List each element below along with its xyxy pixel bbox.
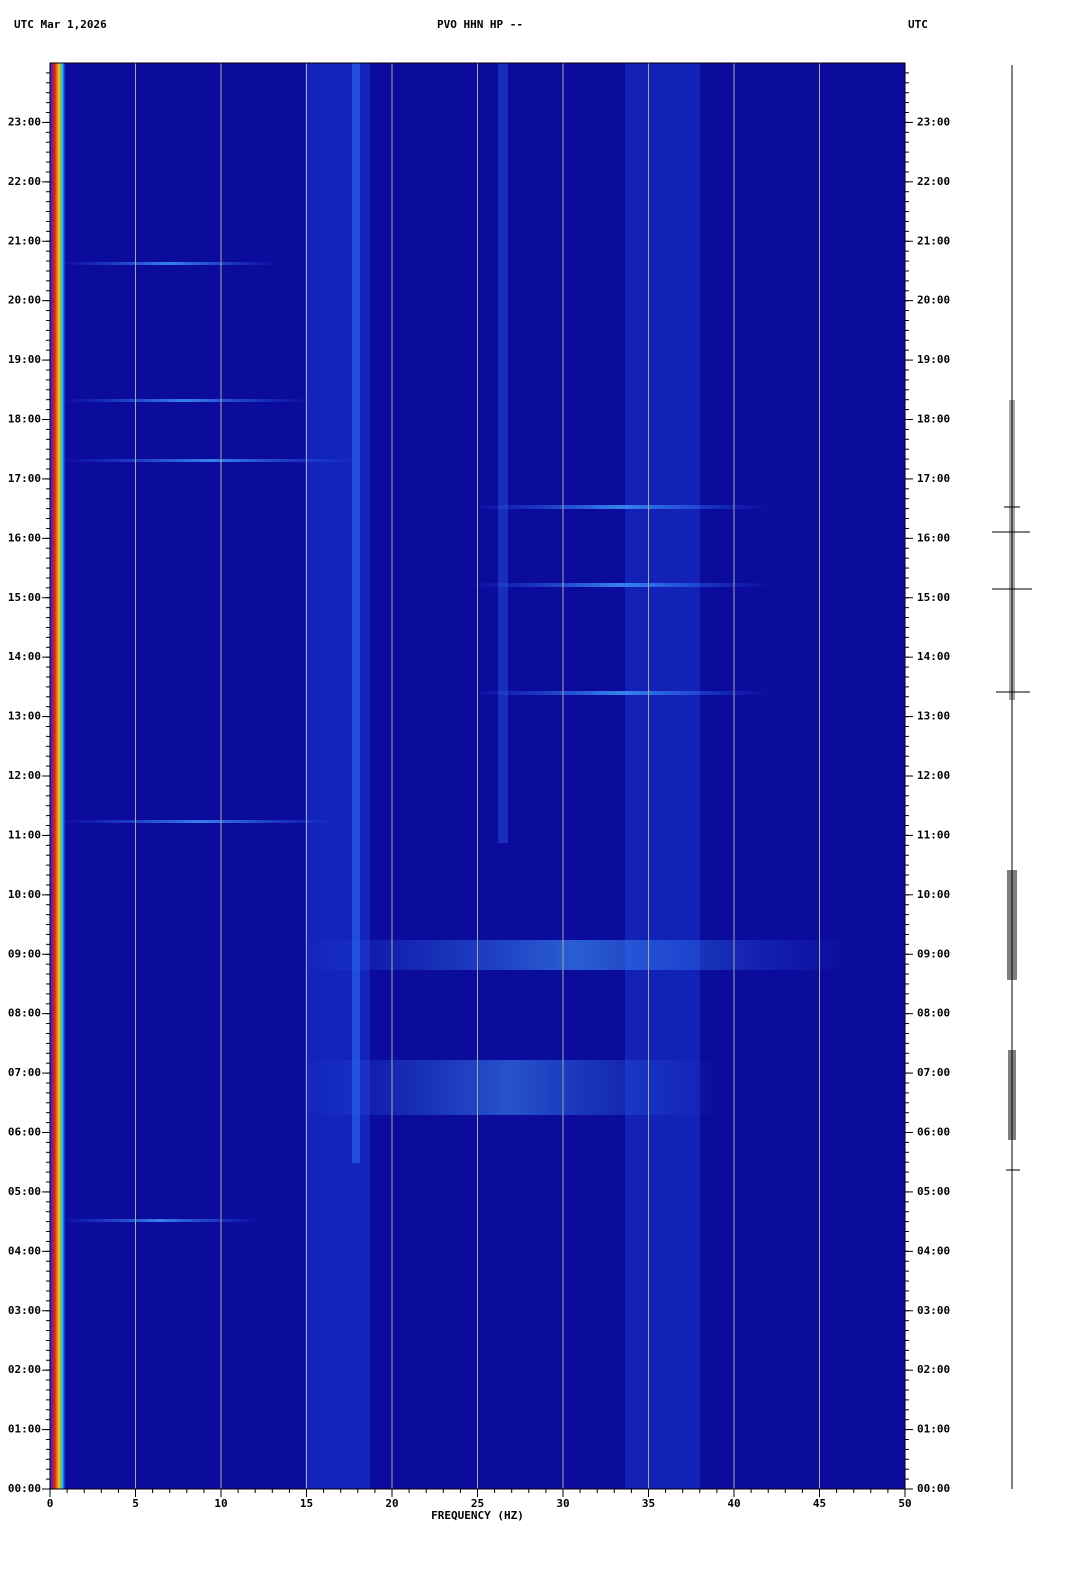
y-tick-label: 15:00 <box>8 591 41 604</box>
x-axis-label: FREQUENCY (HZ) <box>431 1509 524 1522</box>
x-tick-label: 20 <box>385 1497 398 1510</box>
y-tick-label: 12:00 <box>8 769 41 782</box>
y-tick-label: 04:00 <box>8 1244 41 1257</box>
y-tick-label-right: 18:00 <box>917 413 950 426</box>
y-tick-label-right: 08:00 <box>917 1007 950 1020</box>
y-tick-label: 05:00 <box>8 1185 41 1198</box>
y-tick-label: 11:00 <box>8 828 41 841</box>
y-tick-label: 01:00 <box>8 1423 41 1436</box>
y-tick-label: 13:00 <box>8 710 41 723</box>
y-tick-label-right: 00:00 <box>917 1482 950 1495</box>
x-tick-label: 40 <box>727 1497 740 1510</box>
y-tick-label: 10:00 <box>8 888 41 901</box>
y-tick-label-right: 21:00 <box>917 234 950 247</box>
x-tick-label: 35 <box>642 1497 655 1510</box>
x-tick-label: 25 <box>471 1497 484 1510</box>
right-label: UTC <box>908 18 928 31</box>
y-tick-label-right: 05:00 <box>917 1185 950 1198</box>
x-tick-label: 0 <box>47 1497 54 1510</box>
y-tick-label: 07:00 <box>8 1066 41 1079</box>
y-tick-label-right: 03:00 <box>917 1304 950 1317</box>
y-tick-label-right: 07:00 <box>917 1066 950 1079</box>
y-tick-label-right: 12:00 <box>917 769 950 782</box>
y-tick-label: 23:00 <box>8 115 41 128</box>
y-tick-label-right: 10:00 <box>917 888 950 901</box>
y-tick-label: 16:00 <box>8 531 41 544</box>
y-tick-label-right: 14:00 <box>917 650 950 663</box>
y-tick-label-right: 22:00 <box>917 175 950 188</box>
y-tick-label: 03:00 <box>8 1304 41 1317</box>
seismogram <box>992 65 1032 1489</box>
x-tick-label: 15 <box>300 1497 313 1510</box>
subtitle: UTC Mar 1,2026 <box>14 18 107 31</box>
y-tick-label: 20:00 <box>8 294 41 307</box>
y-tick-label: 00:00 <box>8 1482 41 1495</box>
y-tick-label: 18:00 <box>8 413 41 426</box>
y-tick-label-right: 20:00 <box>917 294 950 307</box>
y-tick-label-right: 23:00 <box>917 115 950 128</box>
y-tick-label: 09:00 <box>8 947 41 960</box>
y-tick-label: 06:00 <box>8 1126 41 1139</box>
title: PVO HHN HP -- <box>437 18 523 31</box>
y-tick-label-right: 01:00 <box>917 1423 950 1436</box>
x-tick-label: 10 <box>214 1497 227 1510</box>
x-tick-label: 50 <box>898 1497 911 1510</box>
x-tick-label: 45 <box>813 1497 826 1510</box>
y-tick-label-right: 15:00 <box>917 591 950 604</box>
y-tick-label-right: 02:00 <box>917 1363 950 1376</box>
x-tick-label: 5 <box>132 1497 139 1510</box>
y-tick-label-right: 06:00 <box>917 1126 950 1139</box>
y-tick-label-right: 11:00 <box>917 828 950 841</box>
y-tick-label: 21:00 <box>8 234 41 247</box>
y-tick-label-right: 13:00 <box>917 710 950 723</box>
y-tick-label: 14:00 <box>8 650 41 663</box>
y-tick-label-right: 19:00 <box>917 353 950 366</box>
y-tick-label: 02:00 <box>8 1363 41 1376</box>
plot-frame <box>49 62 906 1490</box>
y-tick-label-right: 09:00 <box>917 947 950 960</box>
y-tick-label: 17:00 <box>8 472 41 485</box>
y-tick-label: 19:00 <box>8 353 41 366</box>
y-tick-label-right: 04:00 <box>917 1244 950 1257</box>
y-tick-label: 22:00 <box>8 175 41 188</box>
y-tick-label-right: 17:00 <box>917 472 950 485</box>
y-tick-label: 08:00 <box>8 1007 41 1020</box>
x-tick-label: 30 <box>556 1497 569 1510</box>
y-tick-label-right: 16:00 <box>917 531 950 544</box>
